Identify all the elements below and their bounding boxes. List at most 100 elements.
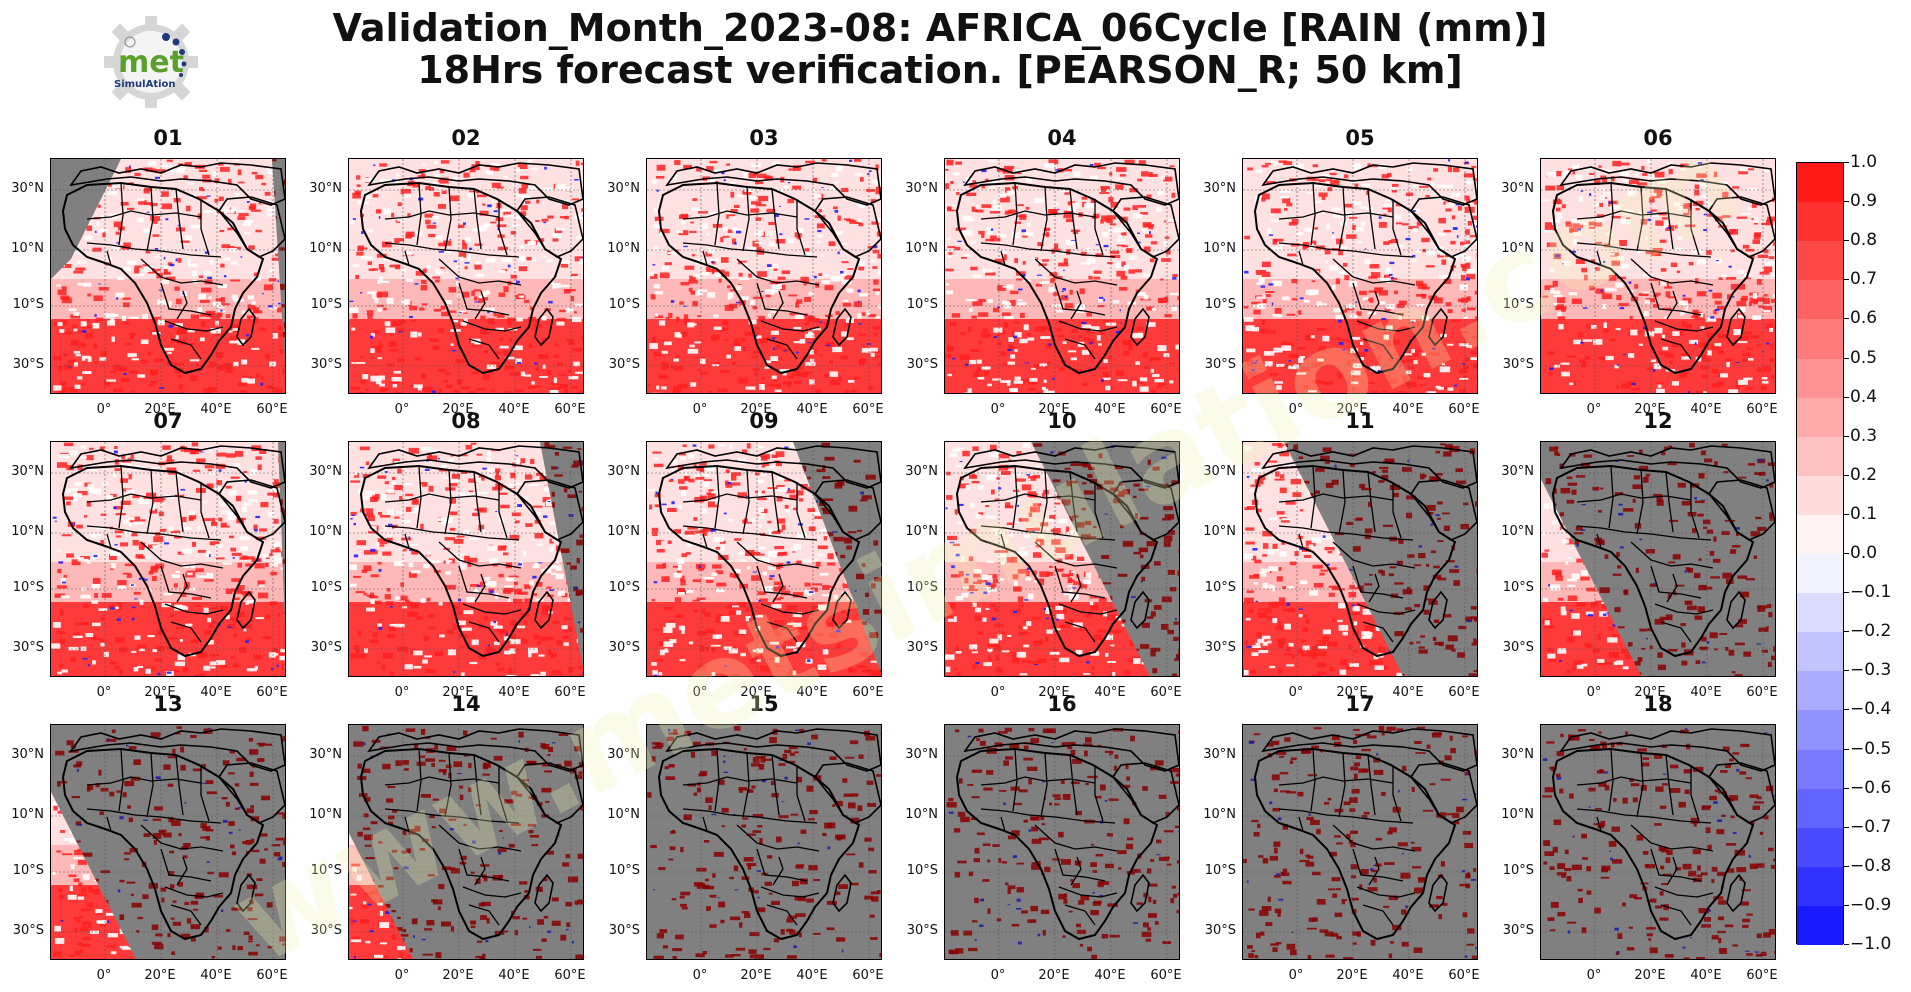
- lat-tick-label: 30°S: [907, 923, 938, 938]
- colorbar-segment: [1797, 319, 1843, 359]
- colorbar-tick-mark: [1844, 749, 1849, 750]
- lat-tick-label: 10°N: [905, 807, 938, 822]
- colorbar-tick-mark: [1844, 905, 1849, 906]
- lat-tick-label: 10°N: [309, 241, 342, 256]
- colorbar-tick-label: −0.2: [1850, 621, 1891, 641]
- panel-map: [1540, 158, 1776, 394]
- panel-map: [646, 158, 882, 394]
- lon-tick-label: 20°E: [442, 968, 473, 983]
- lat-tick-label: 30°S: [13, 357, 44, 372]
- colorbar-tick-label: 0.3: [1850, 426, 1877, 446]
- colorbar-segment: [1797, 163, 1843, 203]
- panel-map: [1540, 724, 1776, 960]
- colorbar-tick-label: 0.1: [1850, 504, 1877, 524]
- panel-title: 15: [646, 692, 882, 716]
- panel-map: [50, 441, 286, 677]
- lat-tick-label: 10°N: [905, 241, 938, 256]
- lat-tick-label: 30°S: [13, 923, 44, 938]
- colorbar-tick-mark: [1844, 788, 1849, 789]
- lat-tick-label: 10°N: [11, 807, 44, 822]
- lat-tick-label: 30°N: [1203, 747, 1236, 762]
- panel-title: 11: [1242, 409, 1478, 433]
- panel-title: 08: [348, 409, 584, 433]
- lat-tick-label: 30°N: [607, 747, 640, 762]
- colorbar-segment: [1797, 554, 1843, 594]
- lon-tick-label: 20°E: [1336, 968, 1367, 983]
- lat-tick-label: 10°N: [309, 524, 342, 539]
- panel-title: 13: [50, 692, 286, 716]
- lat-tick-label: 10°N: [607, 241, 640, 256]
- colorbar-tick-mark: [1844, 944, 1849, 945]
- lat-tick-label: 10°N: [905, 524, 938, 539]
- lat-tick-label: 10°N: [1203, 241, 1236, 256]
- lat-tick-label: 10°S: [1205, 297, 1236, 312]
- lat-tick-label: 10°N: [607, 524, 640, 539]
- colorbar-segment: [1797, 867, 1843, 907]
- panel-title: 05: [1242, 126, 1478, 150]
- lat-tick-label: 30°N: [905, 747, 938, 762]
- panel-title: 07: [50, 409, 286, 433]
- panel-title: 10: [944, 409, 1180, 433]
- colorbar-segment: [1797, 280, 1843, 320]
- lon-tick-label: 40°E: [796, 968, 827, 983]
- panel-map: [348, 158, 584, 394]
- colorbar-tick-mark: [1844, 318, 1849, 319]
- lat-tick-label: 30°S: [1503, 357, 1534, 372]
- colorbar-segment: [1797, 750, 1843, 790]
- lat-tick-label: 30°S: [609, 357, 640, 372]
- colorbar-tick-mark: [1844, 436, 1849, 437]
- lat-tick-label: 30°N: [905, 181, 938, 196]
- lon-tick-label: 0°: [1289, 968, 1304, 983]
- lat-tick-label: 30°S: [1503, 923, 1534, 938]
- colorbar-tick-label: −0.4: [1850, 699, 1891, 719]
- colorbar-tick-label: 0.5: [1850, 348, 1877, 368]
- lat-tick-label: 30°N: [309, 747, 342, 762]
- lat-tick-label: 10°S: [311, 863, 342, 878]
- lon-tick-label: 20°E: [740, 968, 771, 983]
- colorbar-tick-mark: [1844, 397, 1849, 398]
- colorbar-tick-label: 0.6: [1850, 308, 1877, 328]
- panel-title: 17: [1242, 692, 1478, 716]
- lat-tick-label: 10°S: [13, 297, 44, 312]
- lat-tick-label: 10°S: [907, 863, 938, 878]
- colorbar-tick-mark: [1844, 709, 1849, 710]
- colorbar-tick-label: −0.3: [1850, 660, 1891, 680]
- colorbar-tick-mark: [1844, 592, 1849, 593]
- colorbar-tick-mark: [1844, 358, 1849, 359]
- colorbar-segment: [1797, 241, 1843, 281]
- lat-tick-label: 30°N: [607, 181, 640, 196]
- lat-tick-label: 10°N: [1203, 807, 1236, 822]
- lon-tick-label: 0°: [693, 968, 708, 983]
- lon-tick-label: 60°E: [1150, 968, 1181, 983]
- panel-map: [944, 441, 1180, 677]
- lat-tick-label: 10°S: [13, 863, 44, 878]
- lat-tick-label: 30°N: [309, 464, 342, 479]
- lon-tick-label: 40°E: [1690, 968, 1721, 983]
- panel-map: [646, 441, 882, 677]
- lat-tick-label: 30°N: [1501, 464, 1534, 479]
- lat-tick-label: 10°N: [1501, 524, 1534, 539]
- colorbar-segment: [1797, 710, 1843, 750]
- colorbar-tick-label: 0.7: [1850, 269, 1877, 289]
- colorbar-tick-label: −0.8: [1850, 856, 1891, 876]
- colorbar-tick-label: −0.9: [1850, 895, 1891, 915]
- lat-tick-label: 10°S: [1503, 297, 1534, 312]
- colorbar-tick-label: −1.0: [1850, 934, 1891, 954]
- colorbar-tick-mark: [1844, 240, 1849, 241]
- colorbar-tick-mark: [1844, 553, 1849, 554]
- colorbar-tick-mark: [1844, 866, 1849, 867]
- colorbar-tick-mark: [1844, 162, 1849, 163]
- lat-tick-label: 30°S: [907, 357, 938, 372]
